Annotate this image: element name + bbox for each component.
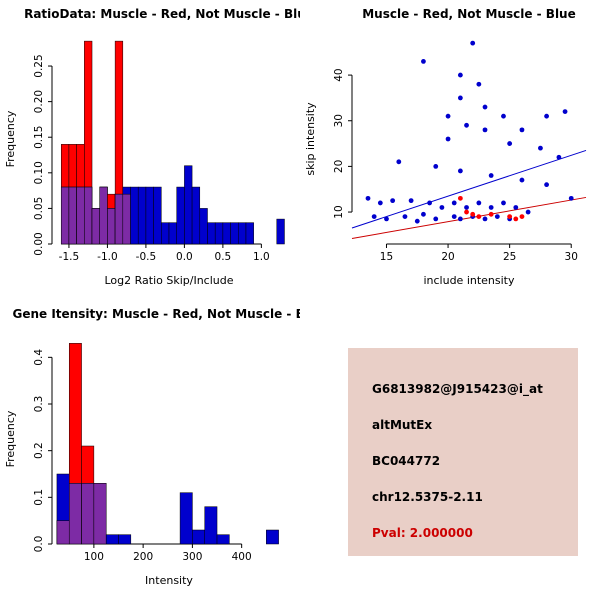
svg-text:Frequency: Frequency bbox=[4, 110, 17, 167]
svg-text:300: 300 bbox=[182, 551, 202, 563]
svg-text:0.0: 0.0 bbox=[176, 251, 193, 263]
intensity-scatter-chart: Muscle - Red, Not Muscle - Blue 15 20 25 30 1… bbox=[304, 7, 587, 287]
panel-ratio-histogram: RatioData: Muscle - Red, Not Muscle - Bl… bbox=[0, 0, 300, 300]
svg-text:0.25: 0.25 bbox=[33, 54, 45, 77]
svg-text:Intensity: Intensity bbox=[145, 574, 193, 587]
svg-text:30: 30 bbox=[333, 114, 345, 127]
svg-text:-1.0: -1.0 bbox=[97, 251, 118, 263]
svg-text:0.00: 0.00 bbox=[33, 232, 45, 255]
svg-text:10: 10 bbox=[333, 205, 345, 218]
svg-text:0.10: 0.10 bbox=[33, 161, 45, 184]
svg-text:1.0: 1.0 bbox=[253, 251, 270, 263]
svg-text:skip intensity: skip intensity bbox=[304, 102, 317, 176]
svg-text:0.05: 0.05 bbox=[33, 197, 45, 220]
panel-gene-intensity-histogram: Gene Itensity: Muscle - Red, Not Muscle … bbox=[0, 300, 300, 600]
svg-text:40: 40 bbox=[333, 68, 345, 81]
svg-text:0.2: 0.2 bbox=[33, 442, 45, 459]
svg-text:400: 400 bbox=[232, 551, 252, 563]
svg-text:0.20: 0.20 bbox=[33, 90, 45, 113]
svg-text:30: 30 bbox=[565, 251, 578, 263]
gene-info-box: G6813982@J915423@i_at altMutEx BC044772 … bbox=[348, 348, 578, 556]
svg-text:0.15: 0.15 bbox=[33, 126, 45, 149]
svg-text:Gene Itensity: Muscle - Red, N: Gene Itensity: Muscle - Red, Not Muscle … bbox=[12, 307, 300, 321]
svg-text:Frequency: Frequency bbox=[4, 410, 17, 467]
svg-text:-0.5: -0.5 bbox=[136, 251, 157, 263]
svg-text:0.5: 0.5 bbox=[215, 251, 232, 263]
svg-text:0.4: 0.4 bbox=[33, 349, 45, 366]
svg-text:20: 20 bbox=[333, 160, 345, 173]
svg-text:include intensity: include intensity bbox=[423, 274, 515, 287]
ratio-histogram-chart: RatioData: Muscle - Red, Not Muscle - Bl… bbox=[4, 7, 300, 287]
panel-gene-info: G6813982@J915423@i_at altMutEx BC044772 … bbox=[300, 300, 600, 600]
svg-text:0.0: 0.0 bbox=[33, 536, 45, 553]
pval-text: Pval: 2.000000 bbox=[372, 526, 473, 540]
svg-text:0.3: 0.3 bbox=[33, 396, 45, 413]
svg-text:RatioData: Muscle - Red, Not M: RatioData: Muscle - Red, Not Muscle - Bl… bbox=[24, 7, 300, 21]
svg-text:100: 100 bbox=[84, 551, 104, 563]
accession-text: BC044772 bbox=[372, 454, 441, 468]
svg-text:0.1: 0.1 bbox=[33, 489, 45, 506]
svg-text:-1.5: -1.5 bbox=[59, 251, 80, 263]
svg-text:25: 25 bbox=[503, 251, 516, 263]
panel-intensity-scatter: Muscle - Red, Not Muscle - Blue 15 20 25 30 1… bbox=[300, 0, 600, 300]
svg-text:20: 20 bbox=[441, 251, 454, 263]
locus-text: chr12.5375-2.11 bbox=[372, 490, 483, 504]
svg-text:200: 200 bbox=[133, 551, 153, 563]
svg-text:15: 15 bbox=[380, 251, 393, 263]
svg-text:Log2 Ratio Skip/Include: Log2 Ratio Skip/Include bbox=[104, 274, 233, 287]
svg-text:Muscle - Red, Not Muscle - Blu: Muscle - Red, Not Muscle - Blue bbox=[362, 7, 576, 21]
gene-intensity-histogram-chart: Gene Itensity: Muscle - Red, Not Muscle … bbox=[4, 307, 300, 587]
event-type-text: altMutEx bbox=[372, 418, 433, 432]
probe-id-text: G6813982@J915423@i_at bbox=[372, 382, 543, 396]
